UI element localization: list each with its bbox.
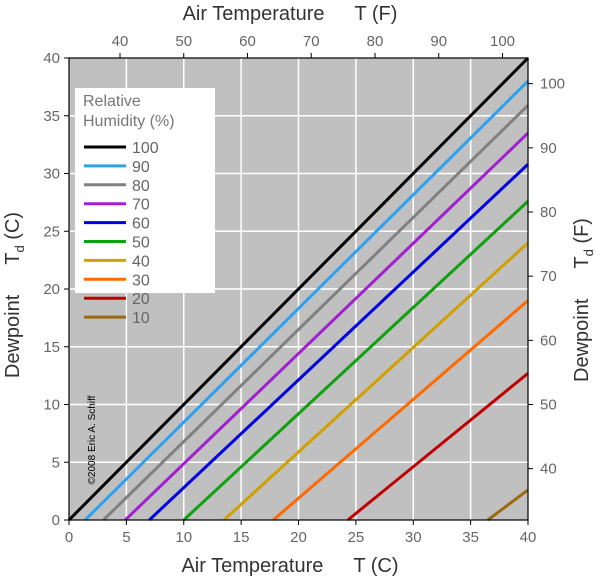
legend-label-rh-70: 70 <box>132 197 150 214</box>
x-tick-label-bottom: 0 <box>65 529 73 546</box>
legend-label-rh-40: 40 <box>132 253 150 270</box>
y-tick-label-left: 25 <box>43 223 60 240</box>
series-line-rh-50 <box>182 200 530 522</box>
y-tick-label-left: 0 <box>52 512 60 529</box>
y-tick-label-left: 10 <box>43 397 60 414</box>
y-tick-label-right: 50 <box>540 397 557 414</box>
y-tick-label-right: 40 <box>540 461 557 478</box>
x-tick-label-bottom: 20 <box>290 529 307 546</box>
legend-label-rh-90: 90 <box>132 159 150 176</box>
legend-label-rh-50: 50 <box>132 235 150 252</box>
legend-title-line1: Relative <box>83 93 141 110</box>
y-tick-label-left: 30 <box>43 166 60 183</box>
series-line-rh-90 <box>84 80 530 522</box>
y-tick-label-left: 35 <box>43 108 60 125</box>
series-line-rh-10 <box>486 488 529 522</box>
x-tick-label-top: 50 <box>175 33 192 50</box>
x-tick-label-top: 60 <box>239 33 256 50</box>
y-tick-label-left: 5 <box>52 454 60 471</box>
y-tick-label-left: 40 <box>43 50 60 67</box>
series-line-rh-60 <box>148 163 530 522</box>
legend-box <box>75 88 215 293</box>
series-line-rh-70 <box>124 131 530 522</box>
x-tick-label-bottom: 30 <box>405 529 422 546</box>
y-axis-title-right: Dewpoint Td (F) <box>571 218 596 382</box>
y-tick-label-left: 15 <box>43 339 60 356</box>
legend-label-rh-100: 100 <box>132 140 159 157</box>
legend-title-line2: Humidity (%) <box>83 113 175 130</box>
x-tick-label-top: 100 <box>490 33 515 50</box>
x-tick-label-bottom: 15 <box>233 529 250 546</box>
x-axis-title-bottom: Air Temperature T (C) <box>181 555 398 577</box>
x-tick-label-top: 70 <box>303 33 320 50</box>
x-tick-label-bottom: 10 <box>175 529 192 546</box>
x-tick-label-top: 90 <box>430 33 447 50</box>
y-tick-label-right: 60 <box>540 332 557 349</box>
legend-label-rh-80: 80 <box>132 178 150 195</box>
legend-label-rh-60: 60 <box>132 216 150 233</box>
y-tick-label-right: 70 <box>540 268 557 285</box>
series-line-rh-20 <box>346 372 529 522</box>
series-line-rh-100 <box>67 56 530 522</box>
x-tick-label-bottom: 35 <box>462 529 479 546</box>
series-line-rh-80 <box>102 104 530 522</box>
x-tick-label-bottom: 40 <box>520 529 537 546</box>
x-tick-label-top: 40 <box>112 33 129 50</box>
x-axis-title-top: Air Temperature T (F) <box>183 3 398 25</box>
y-axis-title-left: Dewpoint Td (C) <box>2 212 27 378</box>
y-tick-label-right: 100 <box>540 76 565 93</box>
x-tick-label-bottom: 5 <box>122 529 130 546</box>
x-tick-label-top: 80 <box>367 33 384 50</box>
y-tick-label-right: 80 <box>540 204 557 221</box>
copyright-text: ©2008 Eric A. Schiff <box>87 395 98 484</box>
y-tick-label-right: 90 <box>540 140 557 157</box>
legend-label-rh-10: 10 <box>132 310 150 327</box>
legend-label-rh-30: 30 <box>132 272 150 289</box>
x-tick-label-bottom: 25 <box>348 529 365 546</box>
y-tick-label-left: 20 <box>43 281 60 298</box>
series-line-rh-40 <box>222 241 530 522</box>
series-line-rh-30 <box>272 299 529 522</box>
legend-label-rh-20: 20 <box>132 291 150 308</box>
